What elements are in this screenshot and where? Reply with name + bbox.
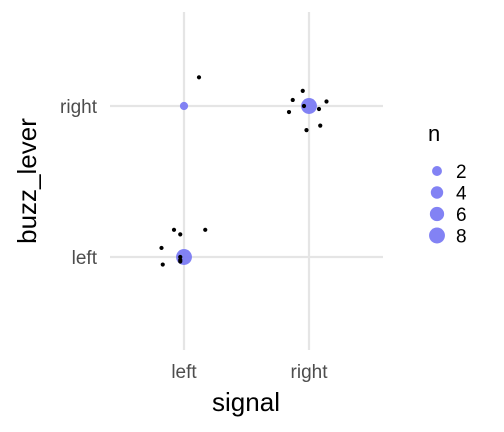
legend-label: 4: [456, 184, 467, 205]
y-tick-label: left: [72, 248, 98, 269]
legend-label: 6: [456, 205, 467, 226]
plot-panel: [110, 12, 383, 350]
jitter-point: [196, 75, 202, 80]
jitter-point: [178, 259, 183, 264]
jitter-point: [160, 262, 165, 267]
legend-key: [429, 227, 445, 244]
jitter-point: [316, 106, 322, 112]
jitter-point: [159, 245, 164, 251]
legend-title: n: [428, 121, 440, 146]
y-tick-label: right: [60, 97, 98, 118]
legend-key: [429, 206, 445, 222]
count-point: [179, 101, 189, 111]
x-tick-label: right: [291, 362, 329, 383]
legend-key: [430, 186, 444, 199]
jitter-point: [290, 97, 295, 103]
axes: signal buzz_lever left right left right: [12, 97, 328, 417]
jitter-point: [304, 128, 309, 133]
legend-key: [432, 166, 442, 176]
jitter-point: [178, 254, 183, 260]
jitter-point: [318, 123, 323, 128]
jitter-point: [286, 109, 292, 115]
jitter-point: [171, 227, 177, 232]
x-axis-title: signal: [212, 387, 280, 417]
jitter-point: [324, 99, 329, 104]
count-point: [301, 98, 317, 114]
y-axis-title: buzz_lever: [12, 118, 42, 244]
jitter-point: [300, 88, 305, 93]
legend-label: 8: [456, 227, 467, 248]
jitter-point: [203, 227, 208, 232]
legend-label: 2: [456, 162, 467, 183]
jitter-point: [178, 232, 183, 237]
jitter-point: [301, 103, 307, 109]
x-tick-label: left: [171, 362, 197, 383]
